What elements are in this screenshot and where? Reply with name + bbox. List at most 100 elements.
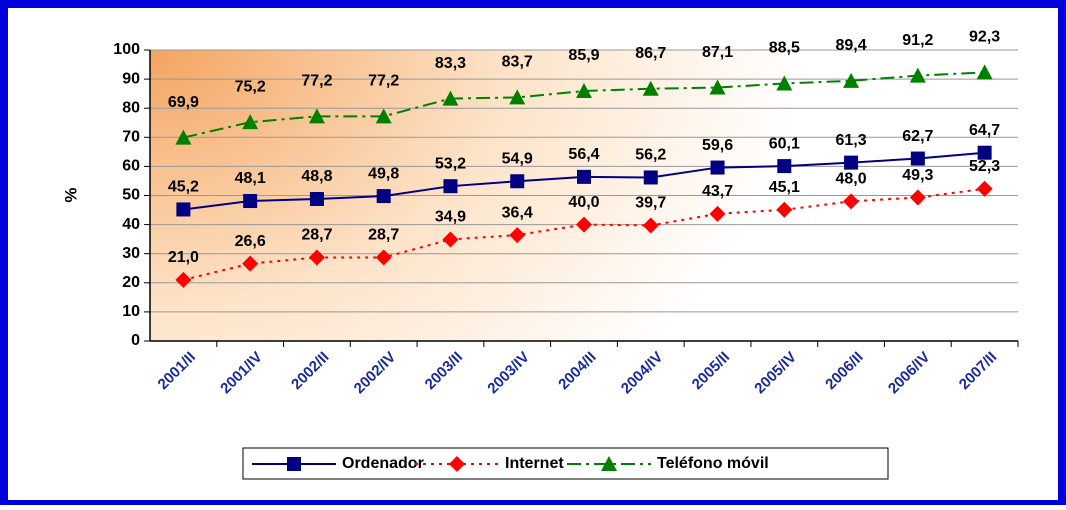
marker <box>910 151 925 166</box>
y-tick-label: 100 <box>113 41 140 58</box>
y-tick-label: 60 <box>122 158 140 175</box>
data-label: 77,2 <box>301 73 332 90</box>
x-tick-label: 2002/IV <box>351 349 400 398</box>
data-label: 86,7 <box>635 45 666 62</box>
marker <box>376 189 391 204</box>
data-label: 88,5 <box>769 40 800 57</box>
data-label: 54,9 <box>502 150 533 167</box>
data-label: 49,3 <box>902 167 933 184</box>
data-label: 21,0 <box>168 249 199 266</box>
y-tick-label: 50 <box>122 187 140 204</box>
marker <box>242 114 259 130</box>
data-label: 61,3 <box>836 132 867 149</box>
data-label: 83,7 <box>502 54 533 71</box>
x-tick-label: 2006/II <box>822 349 866 393</box>
x-tick-label: 2004/II <box>555 349 599 393</box>
marker <box>443 179 458 194</box>
data-label: 56,2 <box>635 147 666 164</box>
y-tick-label: 70 <box>122 129 140 146</box>
data-label: 45,2 <box>168 179 199 196</box>
data-label: 85,9 <box>568 47 599 64</box>
x-tick-label: 2003/IV <box>484 349 533 398</box>
data-label: 48,1 <box>235 170 266 187</box>
data-label: 28,7 <box>368 227 399 244</box>
x-tick-label: 2002/II <box>288 349 332 393</box>
data-label: 36,4 <box>502 204 533 221</box>
y-tick-label: 80 <box>122 99 140 116</box>
data-label: 26,6 <box>235 233 266 250</box>
data-label: 48,0 <box>836 171 867 188</box>
x-tick-label: 2001/II <box>155 349 199 393</box>
marker <box>776 201 793 218</box>
legend-label: Ordenador <box>342 455 424 472</box>
marker <box>709 205 726 222</box>
data-label: 53,2 <box>435 155 466 172</box>
marker <box>375 249 392 266</box>
y-tick-label: 30 <box>122 245 140 262</box>
data-label: 40,0 <box>568 194 599 211</box>
data-label: 48,8 <box>301 168 332 185</box>
data-label: 87,1 <box>702 44 733 61</box>
marker <box>576 83 592 99</box>
data-label: 64,7 <box>969 122 1000 139</box>
marker <box>709 79 726 95</box>
data-label: 45,1 <box>769 179 800 196</box>
data-label: 59,6 <box>702 137 733 154</box>
data-label: 62,7 <box>902 128 933 145</box>
legend <box>242 447 889 480</box>
marker <box>287 457 301 471</box>
marker <box>243 194 258 209</box>
marker <box>909 189 926 206</box>
marker <box>977 145 992 160</box>
marker <box>509 89 526 105</box>
y-tick-label: 20 <box>122 274 140 291</box>
marker <box>576 216 592 233</box>
x-tick-label: 2003/II <box>422 349 466 393</box>
x-tick-label: 2006/IV <box>885 349 934 398</box>
marker <box>843 72 860 88</box>
x-tick-label: 2007/II <box>956 349 1000 393</box>
data-label: 34,9 <box>435 209 466 226</box>
marker <box>710 160 725 175</box>
y-tick-label: 90 <box>122 70 140 87</box>
marker <box>844 155 859 170</box>
marker <box>442 231 459 248</box>
marker <box>308 249 325 266</box>
data-label: 75,2 <box>235 78 266 95</box>
data-label: 69,9 <box>168 94 199 111</box>
x-tick-label: 2005/IV <box>751 349 800 398</box>
marker <box>510 174 525 189</box>
data-label: 91,2 <box>902 32 933 49</box>
marker <box>442 90 459 106</box>
marker <box>509 227 526 244</box>
marker <box>449 456 465 472</box>
x-tick-label: 2005/II <box>689 349 733 393</box>
y-tick-label: 40 <box>122 216 140 233</box>
marker <box>175 271 192 288</box>
marker <box>308 108 325 124</box>
data-label: 52,3 <box>969 158 1000 175</box>
x-tick-label: 2001/IV <box>217 349 266 398</box>
marker <box>309 191 324 206</box>
marker <box>642 217 659 234</box>
y-tick-label: 0 <box>131 332 140 349</box>
legend-label: Internet <box>505 455 564 472</box>
data-label: 89,4 <box>836 37 867 54</box>
data-label: 28,7 <box>301 227 332 244</box>
legend-label: Teléfono móvil <box>657 455 769 472</box>
y-axis-label: % <box>61 187 80 202</box>
x-tick-label: 2004/IV <box>618 349 667 398</box>
marker <box>909 67 926 83</box>
marker <box>642 80 659 96</box>
data-label: 83,3 <box>435 55 466 72</box>
marker <box>242 255 259 272</box>
marker <box>601 456 617 471</box>
marker <box>843 193 860 210</box>
data-label: 39,7 <box>635 195 666 212</box>
marker <box>375 108 392 124</box>
data-label: 92,3 <box>969 29 1000 46</box>
data-label: 77,2 <box>368 73 399 90</box>
data-label: 43,7 <box>702 183 733 200</box>
